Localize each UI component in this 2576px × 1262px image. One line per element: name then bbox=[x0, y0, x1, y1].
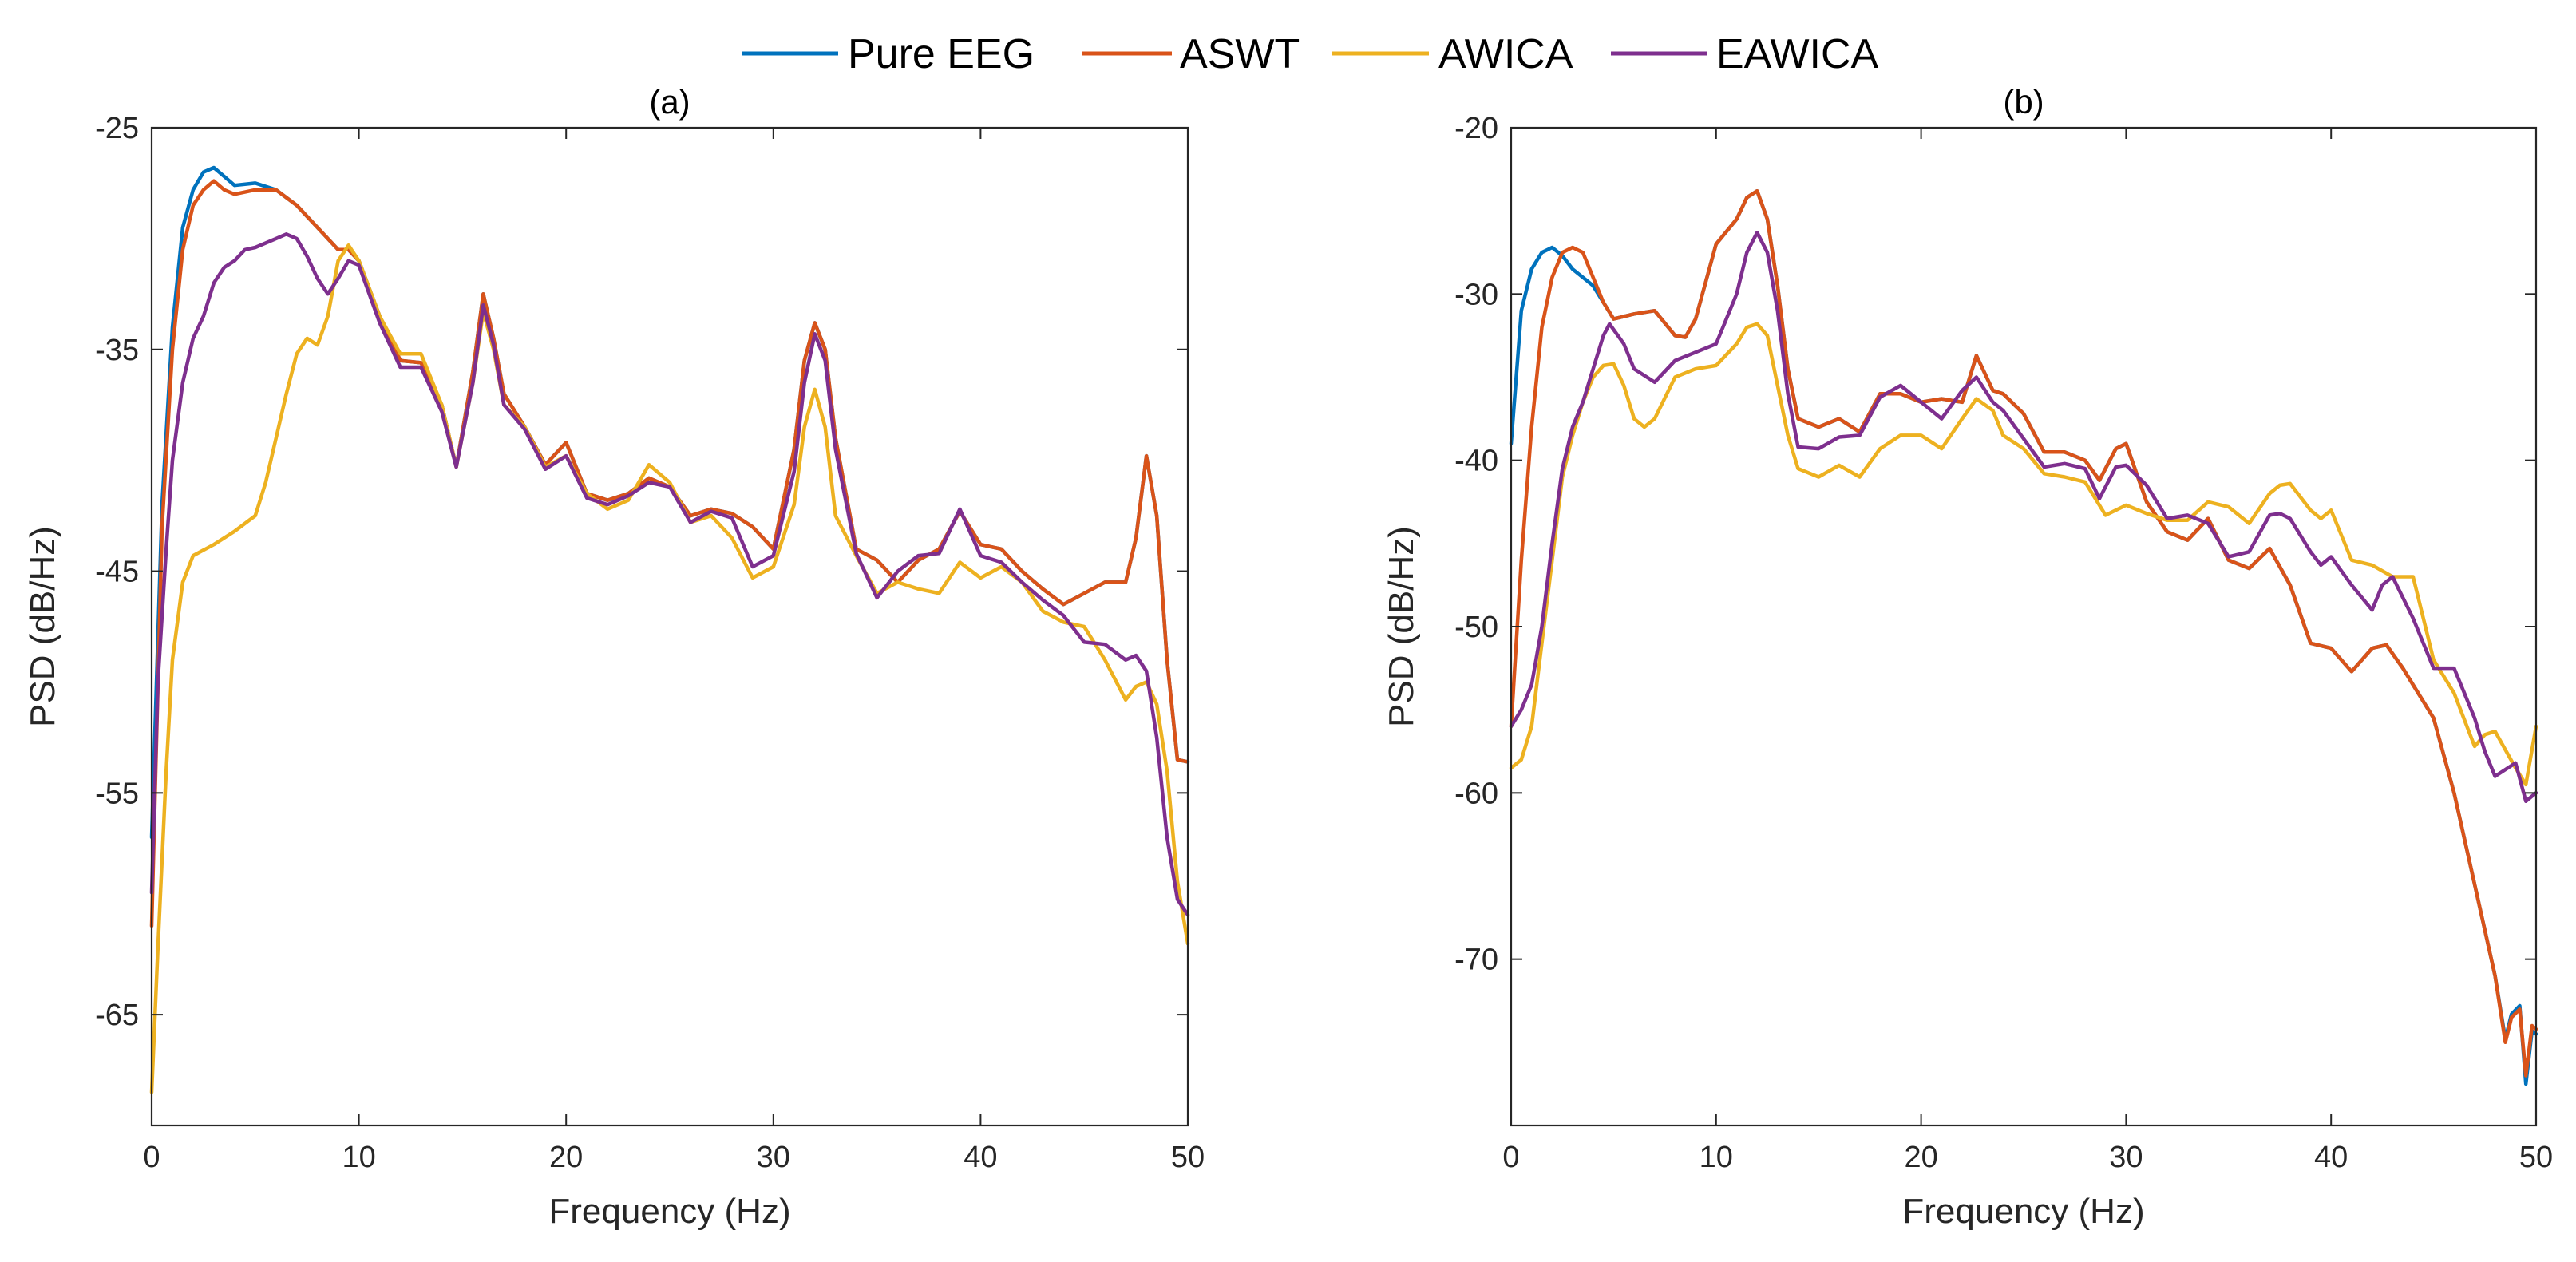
chart-b-series-aswt bbox=[1509, 188, 2538, 1078]
panel-a: 0 10 20 30 40 50 -25 -35 -45 -55 -65 (a) Frequency (… bbox=[23, 83, 1205, 1231]
chart-b-ytick-label: -70 bbox=[1454, 944, 1498, 977]
chart-b-ytick-label: -20 bbox=[1454, 112, 1498, 145]
chart-a-xtick-label: 10 bbox=[342, 1141, 375, 1174]
chart-b-ytick-label: -60 bbox=[1454, 777, 1498, 810]
chart-b-xlabel: Frequency (Hz) bbox=[1902, 1192, 2144, 1231]
panel-b: 0 10 20 30 40 50 -20 -30 -40 -50 -60 -70 (b) Frequenc… bbox=[1382, 83, 2553, 1231]
chart-b-ylabel: PSD (dB/Hz) bbox=[1382, 526, 1421, 727]
chart-b-xtick-label: 0 bbox=[1502, 1141, 1519, 1174]
chart-a-ytick-label: -55 bbox=[95, 777, 139, 810]
legend-label-aswt: ASWT bbox=[1180, 31, 1300, 77]
chart-b-xtick-label: 40 bbox=[2314, 1141, 2348, 1174]
chart-a-xtick-label: 40 bbox=[964, 1141, 997, 1174]
chart-a-xtick-label: 20 bbox=[549, 1141, 583, 1174]
chart-b-plot-area bbox=[1511, 128, 2536, 1126]
legend-item-eawica[interactable]: EAWICA bbox=[1611, 31, 1879, 77]
chart-b-ytick-label: -40 bbox=[1454, 445, 1498, 478]
chart-a-series-eawica bbox=[149, 232, 1190, 917]
legend-item-pure-eeg[interactable]: Pure EEG bbox=[742, 31, 1035, 77]
chart-a-xtick-label: 50 bbox=[1171, 1141, 1205, 1174]
chart-a-xtick-label: 30 bbox=[757, 1141, 790, 1174]
chart-a-xtick-label: 0 bbox=[143, 1141, 160, 1174]
chart-b-xtick-label: 50 bbox=[2519, 1141, 2553, 1174]
chart-a-ylabel: PSD (dB/Hz) bbox=[23, 526, 62, 727]
chart-b-series-eawica bbox=[1509, 231, 2538, 804]
chart-b-ytick-label: -30 bbox=[1454, 278, 1498, 311]
legend-label-pure-eeg: Pure EEG bbox=[848, 31, 1035, 77]
legend-item-aswt[interactable]: ASWT bbox=[1082, 31, 1300, 77]
chart-b-title: (b) bbox=[2003, 83, 2044, 121]
chart-b-ytick-label: -50 bbox=[1454, 611, 1498, 644]
chart-a-title: (a) bbox=[649, 83, 690, 121]
legend-item-awica[interactable]: AWICA bbox=[1332, 31, 1573, 77]
chart-b-series-awica bbox=[1509, 322, 2538, 787]
chart-b-xtick-label: 10 bbox=[1700, 1141, 1733, 1174]
chart-a-series-aswt bbox=[149, 179, 1190, 928]
chart-a-axes-box bbox=[150, 126, 1189, 1127]
legend-label-awica: AWICA bbox=[1438, 31, 1573, 77]
chart-a-ytick-label: -65 bbox=[95, 999, 139, 1032]
chart-a-xlabel: Frequency (Hz) bbox=[548, 1192, 790, 1231]
chart-a-plot-area bbox=[152, 128, 1188, 1126]
legend-label-eawica: EAWICA bbox=[1716, 31, 1879, 77]
chart-b-xtick-label: 20 bbox=[1904, 1141, 1937, 1174]
legend: Pure EEG ASWT AWICA EAWICA bbox=[742, 31, 1879, 77]
chart-a-ytick-label: -45 bbox=[95, 556, 139, 589]
chart-a-ytick-label: -25 bbox=[95, 112, 139, 145]
chart-b-xtick-label: 30 bbox=[2109, 1141, 2143, 1174]
chart-a-ytick-label: -35 bbox=[95, 334, 139, 367]
